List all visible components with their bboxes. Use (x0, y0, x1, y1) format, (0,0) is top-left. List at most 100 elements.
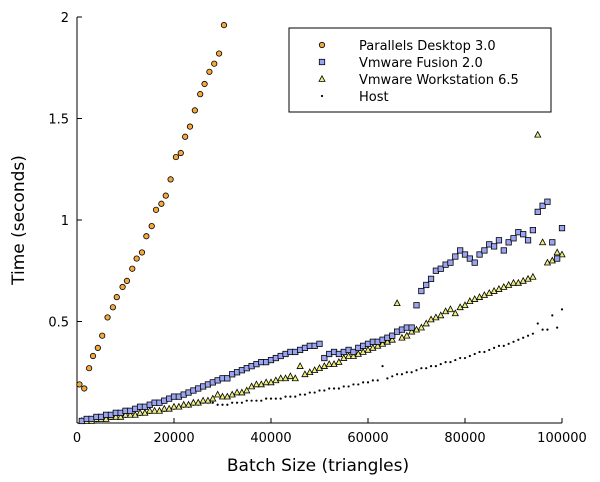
point-workstation (349, 351, 358, 359)
y-axis-ticks: 0.5 1 1.5 2 (48, 11, 82, 331)
y-tick-label: 2 (61, 11, 69, 26)
point-host (362, 381, 365, 384)
point-host (502, 344, 505, 347)
point-host (381, 365, 384, 368)
point-parallels (162, 192, 169, 199)
point-workstation (514, 278, 523, 286)
point-host (318, 389, 321, 392)
point-workstation (112, 412, 120, 420)
point-parallels (123, 277, 131, 284)
point-fusion (457, 247, 464, 254)
point-parallels (191, 107, 198, 114)
point-host (255, 399, 258, 402)
point-workstation (165, 404, 173, 412)
point-parallels (104, 314, 111, 321)
point-workstation (189, 398, 198, 406)
point-workstation (432, 313, 440, 321)
point-fusion (500, 247, 507, 254)
point-workstation (441, 307, 450, 315)
point-workstation (451, 309, 459, 317)
point-host (352, 383, 355, 386)
point-host (463, 356, 467, 360)
point-workstation (553, 248, 561, 256)
point-host (551, 314, 554, 317)
point-parallels (216, 50, 223, 57)
point-workstation (378, 339, 387, 347)
point-workstation (412, 325, 421, 333)
point-fusion (529, 227, 537, 234)
point-workstation (175, 402, 183, 410)
point-workstation (267, 378, 275, 386)
point-workstation (272, 376, 280, 384)
point-fusion (539, 202, 546, 209)
point-parallels (81, 385, 88, 392)
point-parallels (113, 294, 120, 301)
point-host (226, 403, 229, 406)
x-tick-label: 80000 (444, 431, 485, 446)
series-fusion (78, 198, 566, 425)
point-workstation (281, 374, 290, 382)
point-workstation (529, 272, 537, 280)
point-workstation (407, 327, 416, 335)
point-host (240, 401, 243, 404)
point-parallels (177, 149, 184, 157)
x-tick-label: 0 (73, 431, 81, 446)
point-workstation (310, 366, 319, 374)
point-host (221, 403, 224, 406)
point-workstation (427, 315, 435, 323)
point-workstation (209, 394, 217, 402)
point-fusion (524, 237, 532, 244)
point-fusion (423, 281, 430, 289)
point-workstation (102, 414, 110, 422)
point-workstation (315, 364, 324, 371)
point-host (497, 344, 501, 347)
point-workstation (277, 374, 285, 382)
legend-marker-parallels (318, 41, 326, 49)
point-workstation (369, 343, 377, 351)
point-workstation (136, 408, 144, 416)
point-workstation (359, 347, 367, 355)
point-workstation (393, 299, 401, 307)
legend-markers (318, 41, 326, 98)
point-host (493, 346, 496, 349)
point-workstation (364, 345, 372, 353)
point-host (531, 332, 535, 335)
point-host (560, 308, 564, 311)
point-parallels (143, 233, 150, 240)
point-fusion (534, 208, 541, 215)
point-host (478, 350, 481, 354)
point-host (386, 377, 389, 380)
point-fusion (437, 265, 444, 272)
x-tick-label: 20000 (153, 431, 194, 446)
legend: Parallels Desktop 3.0 Vmware Fusion 2.0 … (288, 27, 552, 113)
point-workstation (548, 256, 556, 264)
y-tick-label: 0.5 (48, 316, 69, 331)
point-workstation (146, 406, 154, 414)
legend-box (288, 27, 552, 113)
point-workstation (480, 291, 489, 298)
legend-marker-fusion (318, 58, 326, 66)
point-host (231, 401, 234, 404)
point-workstation (306, 368, 314, 376)
point-fusion (316, 340, 323, 347)
point-workstation (155, 406, 164, 414)
point-workstation (485, 289, 493, 296)
point-workstation (180, 400, 188, 408)
point-host (410, 371, 413, 374)
point-host (328, 387, 331, 390)
point-fusion (350, 348, 357, 356)
point-host (260, 399, 263, 402)
point-fusion (554, 255, 561, 262)
point-host (541, 328, 544, 331)
point-host (347, 385, 350, 388)
point-fusion (510, 235, 517, 242)
point-workstation (475, 293, 484, 300)
point-workstation (403, 331, 411, 339)
point-fusion (427, 275, 435, 282)
point-fusion (408, 324, 415, 331)
point-parallels (99, 332, 106, 339)
point-host (512, 340, 515, 343)
point-host (211, 401, 214, 404)
point-host (391, 375, 394, 378)
point-host (357, 383, 360, 386)
